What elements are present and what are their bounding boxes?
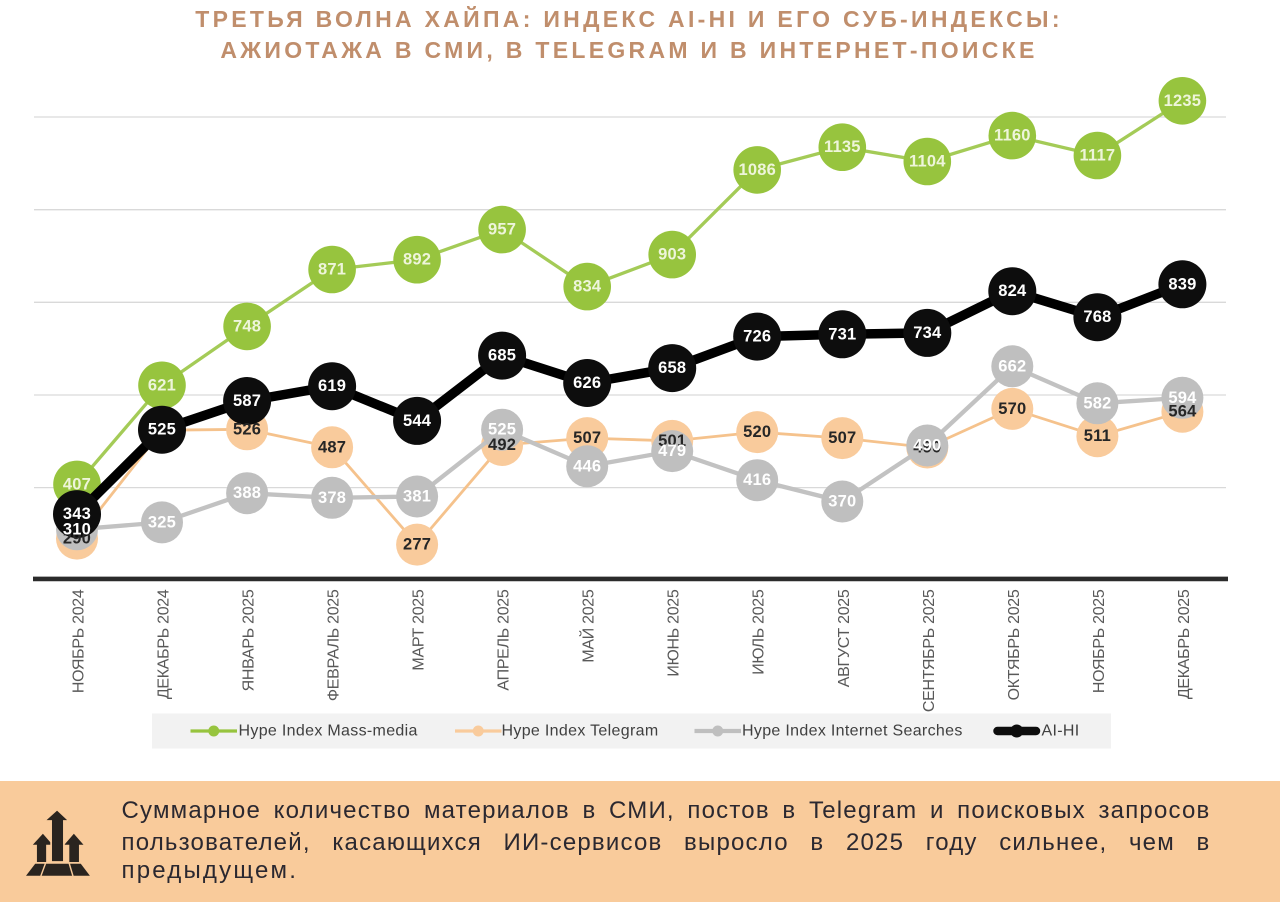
svg-text:626: 626: [573, 374, 601, 392]
svg-text:507: 507: [828, 429, 856, 447]
svg-text:619: 619: [318, 377, 346, 395]
svg-text:381: 381: [403, 488, 431, 506]
svg-text:731: 731: [828, 325, 856, 343]
svg-text:Hype Index Telegram: Hype Index Telegram: [502, 723, 659, 740]
svg-text:564: 564: [1168, 403, 1197, 421]
svg-text:ДЕКАБРЬ 2025: ДЕКАБРЬ 2025: [1176, 589, 1193, 699]
svg-text:378: 378: [318, 489, 346, 507]
svg-text:892: 892: [403, 251, 431, 269]
svg-text:446: 446: [573, 457, 601, 475]
svg-text:726: 726: [743, 328, 771, 346]
svg-text:734: 734: [913, 324, 942, 342]
svg-text:957: 957: [488, 221, 516, 239]
svg-text:621: 621: [148, 376, 176, 394]
svg-text:МАЙ 2025: МАЙ 2025: [579, 589, 598, 663]
svg-text:834: 834: [573, 278, 602, 296]
svg-text:290: 290: [63, 530, 91, 548]
svg-text:520: 520: [743, 423, 771, 441]
svg-text:АПРЕЛЬ 2025: АПРЕЛЬ 2025: [496, 589, 513, 690]
svg-text:Hype Index Mass-media: Hype Index Mass-media: [239, 723, 418, 740]
svg-text:525: 525: [148, 421, 176, 439]
svg-text:487: 487: [318, 438, 346, 456]
svg-text:277: 277: [403, 536, 431, 554]
svg-text:МАРТ 2025: МАРТ 2025: [411, 589, 428, 670]
svg-text:388: 388: [233, 484, 261, 502]
svg-text:570: 570: [998, 400, 1026, 418]
svg-text:1135: 1135: [824, 138, 861, 156]
svg-text:839: 839: [1168, 275, 1196, 293]
svg-text:НОЯБРЬ 2025: НОЯБРЬ 2025: [1091, 589, 1108, 693]
svg-text:587: 587: [233, 392, 261, 410]
svg-text:544: 544: [403, 412, 432, 430]
svg-text:582: 582: [1083, 394, 1111, 412]
svg-text:СЕНТЯБРЬ 2025: СЕНТЯБРЬ 2025: [921, 589, 938, 712]
svg-text:507: 507: [573, 429, 601, 447]
svg-text:325: 325: [148, 513, 176, 531]
svg-text:903: 903: [658, 246, 686, 264]
svg-text:ФЕВРАЛЬ 2025: ФЕВРАЛЬ 2025: [326, 589, 343, 701]
svg-text:НОЯБРЬ 2024: НОЯБРЬ 2024: [71, 589, 88, 693]
svg-text:490: 490: [913, 439, 941, 457]
svg-text:407: 407: [63, 475, 91, 493]
svg-text:594: 594: [1168, 389, 1197, 407]
svg-text:871: 871: [318, 261, 346, 279]
svg-text:ЯНВАРЬ 2025: ЯНВАРЬ 2025: [241, 589, 258, 691]
svg-text:492: 492: [488, 436, 516, 454]
svg-text:310: 310: [63, 520, 91, 538]
svg-text:748: 748: [233, 317, 261, 335]
svg-text:526: 526: [233, 420, 261, 438]
svg-text:658: 658: [658, 359, 686, 377]
svg-text:525: 525: [488, 421, 516, 439]
svg-text:1235: 1235: [1164, 92, 1202, 110]
svg-text:501: 501: [658, 432, 686, 450]
svg-text:ИЮЛЬ 2025: ИЮЛЬ 2025: [751, 589, 768, 675]
svg-text:ИЮНЬ 2025: ИЮНЬ 2025: [666, 589, 683, 676]
svg-text:1160: 1160: [994, 127, 1031, 145]
svg-text:Hype Index Internet Searches: Hype Index Internet Searches: [742, 723, 963, 740]
svg-text:1086: 1086: [738, 161, 776, 179]
svg-text:370: 370: [828, 493, 856, 511]
svg-text:479: 479: [658, 442, 686, 460]
svg-text:1104: 1104: [909, 153, 946, 171]
svg-text:AI-HI: AI-HI: [1042, 723, 1080, 740]
svg-text:ОКТЯБРЬ 2025: ОКТЯБРЬ 2025: [1006, 589, 1023, 700]
svg-text:490: 490: [913, 437, 941, 455]
svg-text:768: 768: [1083, 308, 1111, 326]
svg-text:685: 685: [488, 347, 516, 365]
svg-text:662: 662: [998, 357, 1026, 375]
svg-text:ДЕКАБРЬ 2024: ДЕКАБРЬ 2024: [156, 589, 173, 699]
svg-text:343: 343: [63, 505, 91, 523]
svg-text:1117: 1117: [1080, 147, 1116, 165]
svg-text:824: 824: [998, 282, 1027, 300]
svg-text:416: 416: [743, 471, 771, 489]
svg-text:511: 511: [1084, 427, 1111, 445]
svg-text:АВГУСТ 2025: АВГУСТ 2025: [836, 589, 853, 687]
